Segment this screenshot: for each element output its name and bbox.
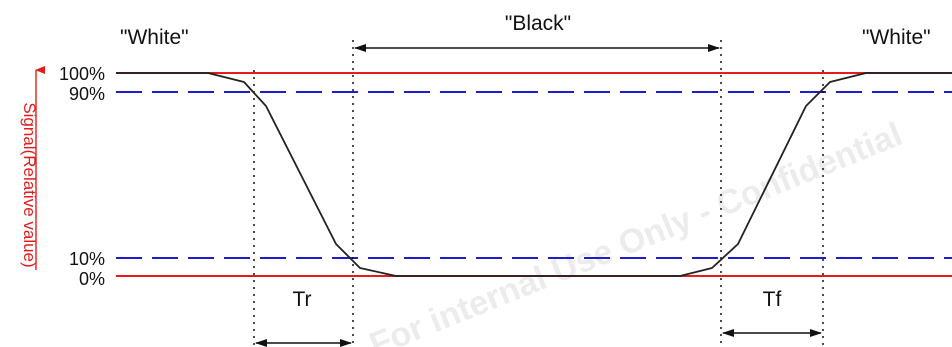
axis-label: Signal(Relative value) <box>20 102 39 267</box>
label-tr: Tr <box>292 288 311 311</box>
label-0-percent: 0% <box>79 269 105 289</box>
label-tf: Tf <box>763 288 782 311</box>
watermark-text: For internal Use Only - Confidential <box>364 115 907 347</box>
watermark: For internal Use Only - Confidential <box>364 115 907 347</box>
label-90-percent: 90% <box>69 84 105 104</box>
label-black: "Black" <box>505 12 571 35</box>
label-white-right: "White" <box>862 26 931 49</box>
label-10-percent: 10% <box>69 249 105 269</box>
label-100-percent: 100% <box>59 64 105 84</box>
label-white-left: "White" <box>120 26 189 49</box>
signal-waveform <box>116 72 952 277</box>
